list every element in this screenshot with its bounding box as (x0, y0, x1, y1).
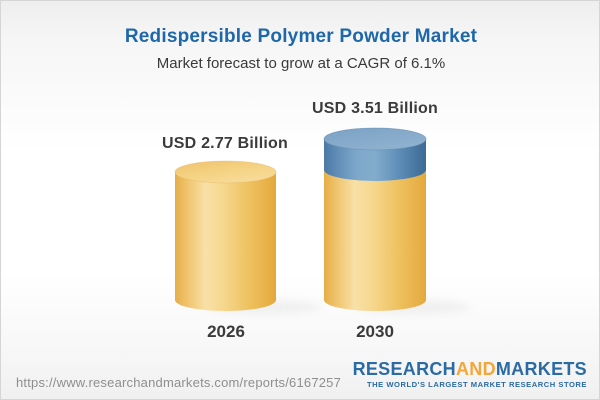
page-subtitle: Market forecast to grow at a CAGR of 6.1… (156, 55, 446, 72)
value-label-2030: USD 3.51 Billion (312, 100, 438, 117)
year-label-2030: 2030 (356, 322, 394, 341)
logo-word-markets: MARKETS (495, 359, 587, 379)
report-url: https://www.researchandmarkets.com/repor… (16, 375, 342, 390)
cylinder-2030-growth-band (324, 139, 426, 181)
logo-word-and: AND (455, 359, 496, 379)
page-title: Redispersible Polymer Powder Market (124, 26, 478, 47)
logo-word-research: RESEARCH (352, 359, 456, 379)
cylinder-2030-base-body (324, 170, 426, 311)
cylinder-2026-cap (174, 160, 277, 184)
cylinder-2026-body (175, 172, 276, 311)
value-label-2026: USD 2.77 Billion (162, 135, 288, 152)
logo-tagline: THE WORLD'S LARGEST MARKET RESEARCH STOR… (366, 380, 587, 389)
research-and-markets-logo: RESEARCHANDMARKETS THE WORLD'S LARGEST M… (353, 360, 587, 389)
cylinder-2030 (323, 127, 427, 311)
cylinder-2026 (174, 160, 277, 311)
cylinder-2030-cap (323, 127, 427, 151)
year-label-2026: 2026 (207, 322, 245, 341)
logo-wordmark: RESEARCHANDMARKETS (353, 360, 587, 378)
